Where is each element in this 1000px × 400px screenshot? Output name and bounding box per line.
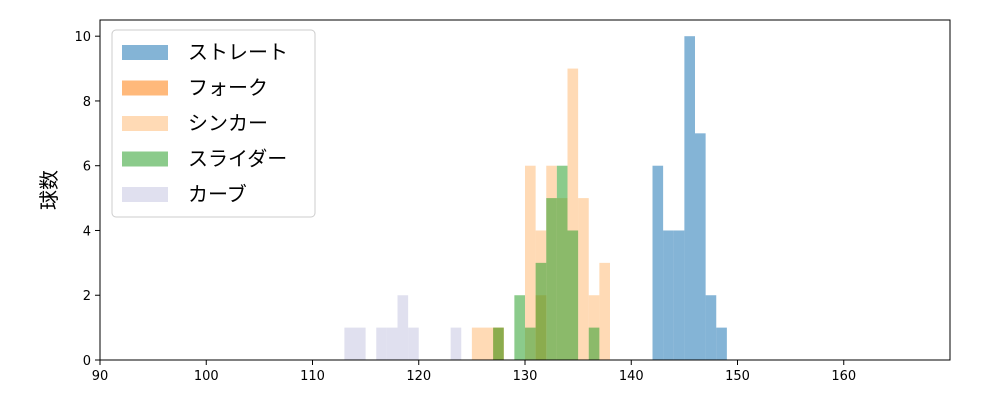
- bar-series-3-bin-5: [556, 165, 568, 360]
- y-tick-label-3: 6: [83, 160, 91, 175]
- y-tick-label-1: 2: [83, 289, 91, 304]
- bar-series-3-bin-7: [588, 327, 600, 360]
- legend-swatch-3: [122, 151, 168, 167]
- bar-series-0-bin-4: [695, 133, 706, 360]
- x-tick-label-2: 110: [300, 369, 325, 384]
- bar-series-4-bin-1: [355, 327, 366, 360]
- bar-series-3-bin-6: [567, 230, 579, 360]
- legend-swatch-0: [122, 45, 168, 60]
- bar-series-4-bin-5: [408, 327, 419, 360]
- bar-series-0-bin-1: [663, 230, 674, 360]
- x-tick-label-6: 150: [725, 369, 750, 384]
- legend-label-1: フォーク: [188, 76, 268, 100]
- y-axis: 0 2 4 6 8 10: [74, 30, 100, 369]
- y-tick-label-0: 0: [83, 354, 91, 369]
- bar-series-3-bin-4: [546, 198, 557, 360]
- legend-box: [111, 29, 316, 218]
- y-tick-label-2: 4: [83, 224, 91, 239]
- bar-series-0-bin-6: [716, 327, 727, 360]
- bar-series-0-bin-3: [684, 36, 695, 360]
- bar-series-2-bin-8: [578, 198, 589, 360]
- bar-series-4-bin-6: [450, 327, 462, 360]
- legend-label-2: シンカー: [188, 111, 268, 135]
- bar-series-4-bin-3: [386, 327, 398, 360]
- bar-series-2-bin-3: [525, 165, 536, 360]
- y-tick-label-4: 8: [83, 95, 91, 110]
- x-tick-label-3: 120: [406, 369, 431, 384]
- x-tick-label-4: 130: [513, 369, 538, 384]
- bar-series-2-bin-1: [482, 327, 494, 360]
- bar-series-4-bin-4: [397, 295, 409, 360]
- y-tick-label-5: 10: [74, 30, 91, 45]
- bar-series-2-bin-10: [599, 262, 610, 360]
- bar-series-0-bin-5: [705, 295, 717, 360]
- legend-label-4: カーブ: [188, 182, 247, 206]
- bar-series-3-bin-2: [525, 327, 536, 360]
- bar-series-2-bin-0: [471, 327, 483, 360]
- x-tick-label-7: 160: [831, 369, 856, 384]
- legend-label-0: ストレート: [188, 40, 288, 64]
- x-tick-label-5: 140: [619, 369, 644, 384]
- legend-label-3: スライダー: [188, 147, 287, 171]
- bar-series-3-bin-1: [514, 295, 525, 360]
- bars-layer: [344, 36, 727, 361]
- legend-swatch-2: [122, 116, 168, 131]
- bar-series-4-bin-0: [344, 327, 355, 360]
- bar-series-2-bin-7: [567, 68, 579, 361]
- legend-swatch-4: [122, 187, 168, 202]
- bar-series-3-bin-0: [493, 327, 504, 360]
- bar-series-0-bin-2: [673, 230, 685, 360]
- x-axis: 90 100 110 120 130 140 150 160: [92, 360, 856, 384]
- bar-series-3-bin-3: [535, 262, 547, 360]
- y-axis-title: 球数: [37, 170, 61, 210]
- legend-swatch-1: [122, 80, 168, 96]
- bar-series-0-bin-0: [652, 165, 664, 360]
- x-tick-label-1: 100: [194, 369, 219, 384]
- x-tick-label-0: 90: [92, 369, 109, 384]
- bar-series-4-bin-2: [376, 327, 387, 360]
